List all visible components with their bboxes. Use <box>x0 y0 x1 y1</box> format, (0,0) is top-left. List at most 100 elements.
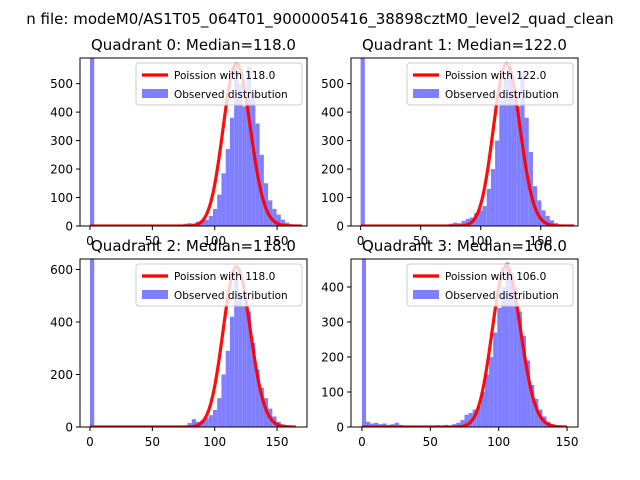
y-tick-label: 200 <box>50 368 73 382</box>
histogram-bar <box>499 100 504 226</box>
y-tick-label: 600 <box>50 263 73 277</box>
histogram-bar <box>276 214 281 226</box>
histogram-bar <box>208 216 213 226</box>
histogram-bar <box>503 77 508 226</box>
histogram-bar <box>280 219 286 226</box>
axes-frame <box>350 57 579 227</box>
panel-title: Quadrant 2: Median=118.0 <box>91 237 296 255</box>
histogram-bar <box>497 308 502 427</box>
panel-2: 0 50 100 150 0 200 400 600 Quadrant 2: Median=11… <box>50 237 308 449</box>
histogram-bar <box>513 287 518 427</box>
histogram-bar <box>221 374 226 427</box>
histogram-bar <box>461 220 466 226</box>
legend-box <box>406 62 574 106</box>
plot-area <box>360 58 575 226</box>
legend: Poission with 118.0 Observed distribution <box>135 62 303 106</box>
histogram-bar <box>480 392 486 427</box>
histogram-bar <box>464 414 469 427</box>
histogram-bar <box>246 66 252 226</box>
histogram-bar <box>217 398 222 427</box>
x-tick-label: 100 <box>203 435 226 449</box>
histogram-bar <box>251 343 256 427</box>
histogram-bar <box>255 369 260 427</box>
legend: Poission with 122.0 Observed distribution <box>406 62 574 106</box>
x-tick-label: 100 <box>469 234 492 248</box>
histogram-bar <box>242 106 247 226</box>
panel-title: Quadrant 3: Median=106.0 <box>362 237 567 255</box>
histogram-bar <box>225 350 230 427</box>
histogram-bar <box>251 92 256 226</box>
x-tick-label: 100 <box>203 234 226 248</box>
histogram-bar <box>191 419 196 427</box>
y-tick-label: 100 <box>321 191 344 205</box>
histogram-bar <box>509 273 514 427</box>
plot-area <box>361 259 568 427</box>
y-tick-label: 0 <box>65 421 73 435</box>
histogram-bar <box>374 422 379 427</box>
figure-suptitle: n file: modeM0/AS1T05_064T01_9000005416_… <box>26 10 613 29</box>
y-tick-label: 200 <box>321 351 344 365</box>
y-tick-label: 0 <box>336 220 344 234</box>
panel-3: 0 50 100 150 0 100 200 300 400 Quadrant 3: Median… <box>321 237 578 449</box>
histogram-bar <box>516 106 521 226</box>
histogram-bar <box>537 200 542 226</box>
y-tick-label: 400 <box>50 106 73 120</box>
legend-hist-swatch <box>142 89 168 98</box>
histogram-bar <box>482 206 487 226</box>
histogram-bar <box>360 58 365 226</box>
legend-box <box>406 263 574 307</box>
legend-box <box>135 62 303 106</box>
y-tick-label: 500 <box>50 77 73 91</box>
axes-frame <box>79 258 308 428</box>
histogram-bar <box>229 117 235 226</box>
legend: Poission with 106.0 Observed distribution <box>406 263 574 307</box>
x-tick-label: 100 <box>487 435 510 449</box>
histogram-bar <box>511 89 517 226</box>
y-tick-label: 400 <box>321 106 344 120</box>
panel-1: 0 50 100 150 0 100 200 300 400 500 Quadrant 1: Med… <box>321 36 579 248</box>
histogram-bar <box>212 409 218 427</box>
y-tick-label: 300 <box>321 134 344 148</box>
y-tick-label: 200 <box>50 163 73 177</box>
histogram-bar <box>453 222 458 226</box>
histogram-bar <box>456 422 461 427</box>
histogram-bar <box>493 332 498 427</box>
panel-title: Quadrant 0: Median=118.0 <box>91 36 296 54</box>
histogram-bar <box>225 149 230 226</box>
x-tick-label: 150 <box>266 234 289 248</box>
x-tick-label: 50 <box>423 435 438 449</box>
panel-title: Quadrant 1: Median=122.0 <box>362 36 567 54</box>
y-tick-label: 0 <box>65 220 73 234</box>
histogram-bar <box>507 66 512 226</box>
histogram-bar <box>486 188 491 226</box>
legend-hist-label: Observed distribution <box>174 89 288 101</box>
histogram-bar <box>238 295 243 427</box>
legend-hist-swatch <box>413 290 439 299</box>
histogram-bar <box>272 208 277 226</box>
histogram-bar <box>465 218 470 226</box>
legend-hist-swatch <box>413 89 439 98</box>
legend-hist-label: Observed distribution <box>445 290 559 302</box>
y-tick-label: 300 <box>50 134 73 148</box>
x-tick-label: 0 <box>86 435 94 449</box>
x-tick-label: 150 <box>266 435 289 449</box>
poisson-fit-line <box>361 264 568 427</box>
histogram-bar <box>89 259 95 427</box>
legend-fit-label: Poission with 118.0 <box>174 70 275 82</box>
histogram-bar <box>238 83 243 226</box>
histogram-bar <box>501 287 506 427</box>
histogram-bar <box>521 336 527 427</box>
histogram-bar <box>246 311 252 427</box>
histogram-bar <box>229 316 235 427</box>
histogram-bar <box>534 399 539 427</box>
y-tick-label: 400 <box>321 281 344 295</box>
x-tick-label: 50 <box>145 435 160 449</box>
histogram-bar <box>217 194 222 226</box>
legend-fit-label: Poission with 118.0 <box>174 271 275 283</box>
x-tick-label: 50 <box>413 234 428 248</box>
histogram-bar <box>242 306 247 427</box>
histogram-bar <box>212 208 218 226</box>
poisson-fit-line <box>89 62 303 226</box>
legend-hist-label: Observed distribution <box>174 290 288 302</box>
